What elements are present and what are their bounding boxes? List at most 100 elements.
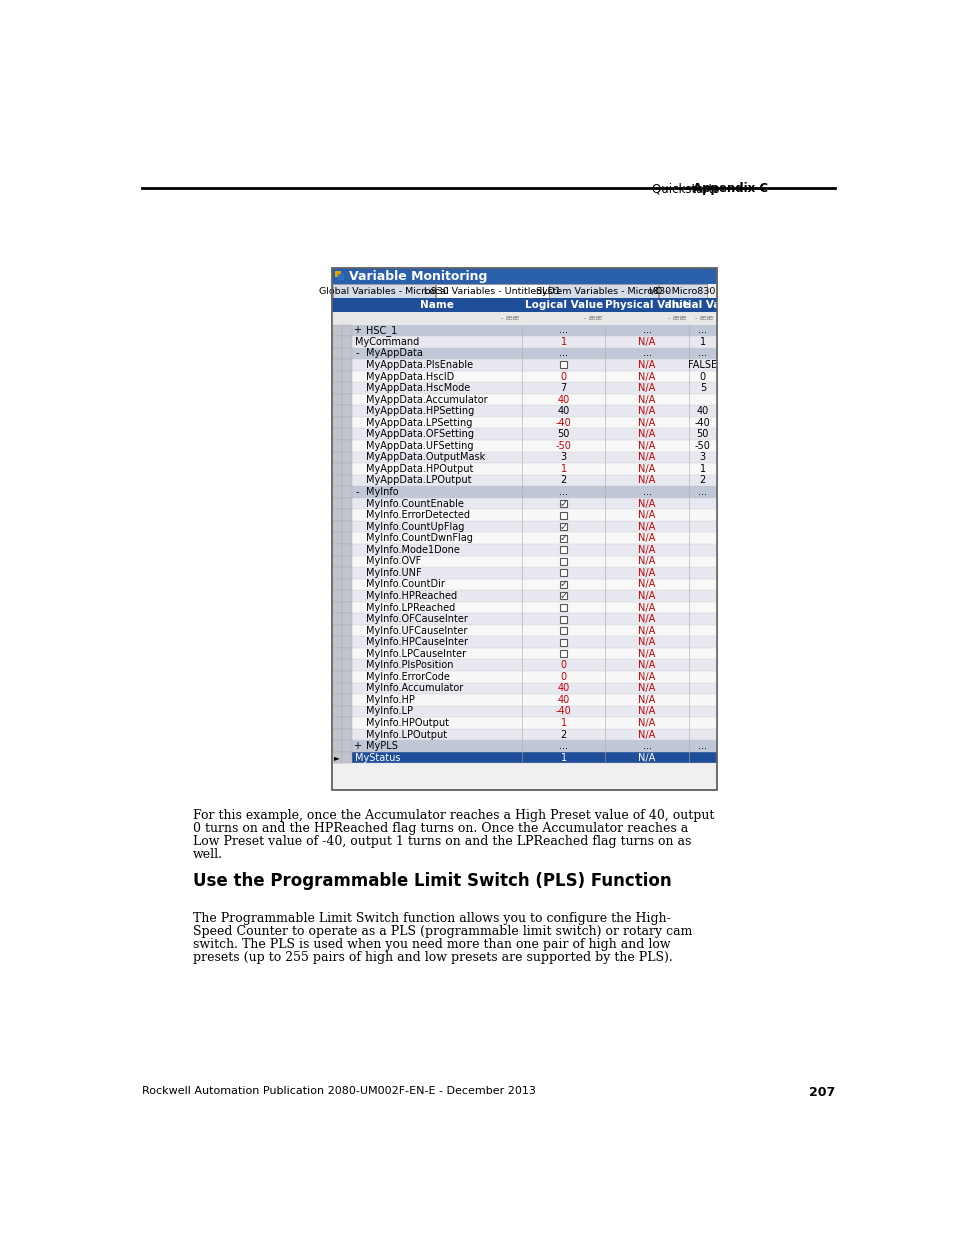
- Bar: [332, 543, 716, 556]
- Text: 7: 7: [560, 383, 566, 393]
- Text: N/A: N/A: [638, 464, 655, 474]
- Bar: [341, 417, 352, 429]
- Bar: [559, 627, 567, 634]
- Text: well.: well.: [193, 848, 223, 861]
- Bar: [341, 347, 352, 359]
- Text: N/A: N/A: [638, 648, 655, 658]
- Bar: [332, 452, 716, 463]
- Text: MyInfo: MyInfo: [365, 487, 398, 496]
- Text: MyInfo.HPCauseInter: MyInfo.HPCauseInter: [365, 637, 467, 647]
- Bar: [332, 705, 341, 718]
- Bar: [341, 705, 352, 718]
- Bar: [559, 580, 567, 588]
- Text: MyAppData.UFSetting: MyAppData.UFSetting: [365, 441, 473, 451]
- Bar: [332, 659, 341, 671]
- Bar: [332, 509, 341, 521]
- Text: MyInfo.UNF: MyInfo.UNF: [365, 568, 421, 578]
- Text: MyInfo.LPCauseInter: MyInfo.LPCauseInter: [365, 648, 465, 658]
- Bar: [332, 614, 716, 625]
- Text: 2: 2: [560, 475, 566, 485]
- Text: 40: 40: [557, 406, 569, 416]
- Bar: [341, 336, 352, 347]
- Text: Appendix C: Appendix C: [692, 182, 767, 195]
- Bar: [559, 500, 567, 508]
- Text: MyInfo.OFCauseInter: MyInfo.OFCauseInter: [365, 614, 467, 624]
- Bar: [332, 268, 716, 284]
- Text: Global Variables - Micro830: Global Variables - Micro830: [319, 287, 449, 296]
- Text: MyAppData.LPOutput: MyAppData.LPOutput: [365, 475, 471, 485]
- Text: 3: 3: [560, 452, 566, 462]
- Bar: [341, 659, 352, 671]
- Text: N/A: N/A: [638, 592, 655, 601]
- Text: MyAppData.HPOutput: MyAppData.HPOutput: [365, 464, 473, 474]
- Text: 40: 40: [557, 695, 569, 705]
- Bar: [341, 601, 352, 614]
- Text: - ææ: - ææ: [667, 315, 685, 321]
- Text: N/A: N/A: [638, 441, 655, 451]
- Text: MyInfo.Mode1Done: MyInfo.Mode1Done: [365, 545, 459, 555]
- Bar: [341, 325, 352, 336]
- Text: N/A: N/A: [638, 614, 655, 624]
- Text: ...: ...: [558, 325, 568, 336]
- Text: ...: ...: [698, 348, 706, 358]
- Bar: [332, 556, 341, 567]
- Text: ...: ...: [698, 741, 706, 751]
- Bar: [332, 498, 341, 509]
- Text: +: +: [353, 325, 361, 336]
- Text: I/O - Micro830: I/O - Micro830: [649, 287, 715, 296]
- Bar: [332, 625, 341, 636]
- Bar: [337, 274, 344, 280]
- Bar: [332, 463, 341, 474]
- Bar: [436, 284, 548, 299]
- Text: 3: 3: [700, 452, 705, 462]
- Bar: [332, 487, 341, 498]
- Text: Local Variables - UntitledLD1: Local Variables - UntitledLD1: [423, 287, 560, 296]
- Bar: [341, 567, 352, 579]
- Text: MyCommand: MyCommand: [355, 337, 418, 347]
- Text: ...: ...: [698, 325, 706, 336]
- Text: N/A: N/A: [638, 383, 655, 393]
- Bar: [341, 509, 352, 521]
- Bar: [332, 671, 716, 683]
- Bar: [559, 558, 567, 564]
- Text: System Variables - Micro830: System Variables - Micro830: [536, 287, 671, 296]
- Text: MyInfo.CountEnable: MyInfo.CountEnable: [365, 499, 463, 509]
- Bar: [341, 463, 352, 474]
- Bar: [559, 535, 567, 542]
- Bar: [341, 590, 352, 601]
- Text: MyAppData.HscID: MyAppData.HscID: [365, 372, 454, 382]
- Bar: [332, 498, 716, 509]
- Bar: [341, 370, 352, 383]
- Text: N/A: N/A: [638, 417, 655, 427]
- Text: MyInfo.Accumulator: MyInfo.Accumulator: [365, 683, 462, 693]
- Text: 50: 50: [557, 430, 569, 440]
- Bar: [341, 474, 352, 487]
- Bar: [332, 268, 716, 789]
- Text: -40: -40: [556, 417, 571, 427]
- Text: N/A: N/A: [638, 706, 655, 716]
- Text: MyInfo.HPOutput: MyInfo.HPOutput: [365, 718, 448, 727]
- Bar: [332, 325, 341, 336]
- Text: N/A: N/A: [638, 510, 655, 520]
- Bar: [332, 543, 341, 556]
- Text: presets (up to 255 pairs of high and low presets are supported by the PLS).: presets (up to 255 pairs of high and low…: [193, 951, 672, 965]
- Bar: [341, 429, 352, 440]
- Text: N/A: N/A: [638, 626, 655, 636]
- Text: MyAppData.HscMode: MyAppData.HscMode: [365, 383, 470, 393]
- Bar: [332, 474, 341, 487]
- Bar: [332, 509, 716, 521]
- Text: Physical Value: Physical Value: [604, 300, 689, 310]
- Text: Logical Value: Logical Value: [524, 300, 602, 310]
- Bar: [549, 284, 658, 299]
- Text: -: -: [355, 487, 358, 496]
- Bar: [341, 740, 352, 752]
- Text: MyInfo.CountDir: MyInfo.CountDir: [365, 579, 444, 589]
- Text: ✓: ✓: [559, 579, 567, 589]
- Bar: [332, 648, 716, 659]
- Text: MyInfo.PlsPosition: MyInfo.PlsPosition: [365, 661, 453, 671]
- Bar: [341, 614, 352, 625]
- Bar: [332, 752, 716, 763]
- Bar: [332, 347, 716, 359]
- Text: Low Preset value of -40, output 1 turns on and the LPReached flag turns on as: Low Preset value of -40, output 1 turns …: [193, 835, 691, 848]
- Text: Speed Counter to operate as a PLS (programmable limit switch) or rotary cam: Speed Counter to operate as a PLS (progr…: [193, 925, 692, 939]
